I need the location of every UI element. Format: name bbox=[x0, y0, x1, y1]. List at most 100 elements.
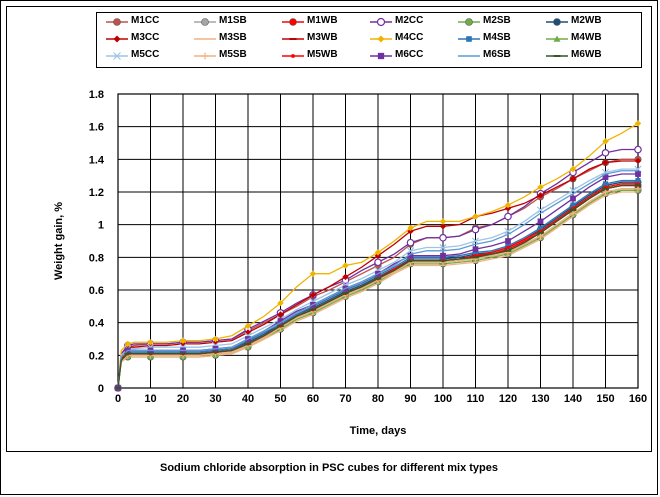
data-point bbox=[506, 245, 510, 250]
legend-swatch bbox=[458, 55, 480, 57]
x-tick-label: 80 bbox=[372, 393, 384, 405]
data-point bbox=[569, 175, 577, 183]
legend-swatch bbox=[458, 36, 480, 42]
data-point bbox=[289, 18, 297, 26]
legend-swatch bbox=[370, 52, 392, 60]
y-tick-label: 0 bbox=[98, 383, 104, 395]
data-point bbox=[570, 195, 576, 202]
y-tick-label: 1.6 bbox=[89, 122, 104, 134]
legend-label: M6CC bbox=[395, 49, 424, 60]
data-point bbox=[569, 210, 577, 217]
legend-swatch bbox=[370, 35, 392, 43]
data-point bbox=[113, 35, 121, 43]
series-m6sb bbox=[117, 170, 638, 389]
y-axis-title: Weight gain, % bbox=[53, 202, 65, 280]
data-point bbox=[439, 223, 447, 230]
data-point bbox=[212, 339, 219, 346]
data-point bbox=[602, 174, 609, 181]
data-point bbox=[374, 249, 382, 256]
data-point bbox=[553, 35, 561, 42]
series-m5sb bbox=[114, 185, 642, 392]
tick-labels: 0 0.2 0.4 0.6 0.8 1 1.2 1.4 1.6 1.8 0 10 20 30 40 50 60 7… bbox=[89, 89, 647, 405]
data-point bbox=[374, 258, 382, 267]
legend-swatch bbox=[546, 35, 568, 42]
legend-swatch bbox=[282, 18, 304, 26]
series-m6wb bbox=[114, 184, 642, 389]
data-point bbox=[212, 335, 219, 343]
legend-label: M3WB bbox=[307, 32, 338, 43]
data-point bbox=[407, 252, 414, 259]
legend-label: M1SB bbox=[219, 15, 247, 26]
data-point bbox=[407, 224, 414, 232]
legend-label: M3CC bbox=[131, 32, 160, 43]
data-point bbox=[179, 340, 187, 348]
data-point bbox=[634, 120, 642, 127]
data-point bbox=[342, 262, 349, 269]
series-line bbox=[117, 191, 638, 389]
legend-swatch bbox=[282, 54, 304, 58]
data-point bbox=[569, 165, 577, 173]
data-point bbox=[471, 225, 480, 234]
legend-label: M4SB bbox=[483, 32, 511, 43]
x-tick-label: 100 bbox=[434, 393, 452, 405]
legend-swatch bbox=[106, 35, 128, 43]
legend-label: M4WB bbox=[571, 32, 602, 43]
y-tick-label: 1.8 bbox=[89, 89, 104, 101]
data-point bbox=[376, 17, 386, 27]
data-point bbox=[277, 318, 284, 324]
data-point bbox=[602, 138, 609, 145]
data-point bbox=[635, 178, 641, 184]
x-tick-label: 120 bbox=[499, 393, 517, 405]
x-tick-label: 110 bbox=[467, 393, 485, 405]
data-point bbox=[635, 171, 641, 177]
x-tick-label: 0 bbox=[115, 393, 121, 405]
legend-swatch bbox=[546, 55, 568, 57]
plot-border bbox=[117, 93, 639, 389]
legend-label: M1WB bbox=[307, 15, 338, 26]
y-tick-label: 1.4 bbox=[89, 154, 105, 166]
data-point bbox=[472, 249, 479, 255]
legend-swatch bbox=[106, 52, 128, 60]
data-point bbox=[537, 225, 544, 231]
legend-swatch bbox=[282, 38, 304, 40]
data-point bbox=[537, 232, 544, 240]
x-tick-label: 70 bbox=[339, 393, 351, 405]
data-point bbox=[179, 337, 187, 344]
x-tick-label: 160 bbox=[629, 393, 647, 405]
legend-swatch bbox=[194, 38, 216, 40]
x-tick-label: 60 bbox=[307, 393, 319, 405]
data-point bbox=[244, 322, 252, 330]
data-point bbox=[377, 35, 385, 43]
series-m3sb bbox=[117, 191, 638, 389]
series-line bbox=[117, 170, 638, 389]
x-tick-label: 30 bbox=[209, 393, 221, 405]
series-line bbox=[117, 188, 638, 389]
x-tick-label: 10 bbox=[144, 393, 156, 405]
data-point bbox=[634, 185, 642, 192]
data-point bbox=[277, 311, 284, 318]
x-axis-title: Time, days bbox=[350, 425, 407, 437]
x-tick-label: 50 bbox=[274, 393, 286, 405]
data-point bbox=[406, 238, 415, 247]
data-point bbox=[201, 52, 209, 60]
data-point bbox=[309, 291, 317, 299]
series-line bbox=[117, 122, 639, 389]
legend-label: M6WB bbox=[571, 49, 602, 60]
data-point bbox=[277, 299, 284, 307]
legend-label: M1CC bbox=[131, 15, 160, 26]
data-point bbox=[440, 252, 446, 259]
legend-label: M2CC bbox=[395, 15, 424, 26]
data-point bbox=[342, 273, 349, 281]
data-point bbox=[113, 18, 121, 26]
legend-label: M3SB bbox=[219, 32, 247, 43]
data-point bbox=[465, 18, 473, 26]
series-line bbox=[117, 184, 638, 389]
legend-swatch bbox=[546, 18, 568, 26]
data-point bbox=[472, 213, 479, 220]
data-point bbox=[505, 238, 511, 244]
data-point bbox=[602, 159, 609, 166]
data-point bbox=[439, 243, 447, 252]
chart-area bbox=[6, 6, 652, 452]
data-point bbox=[537, 218, 544, 225]
data-point bbox=[504, 201, 512, 209]
